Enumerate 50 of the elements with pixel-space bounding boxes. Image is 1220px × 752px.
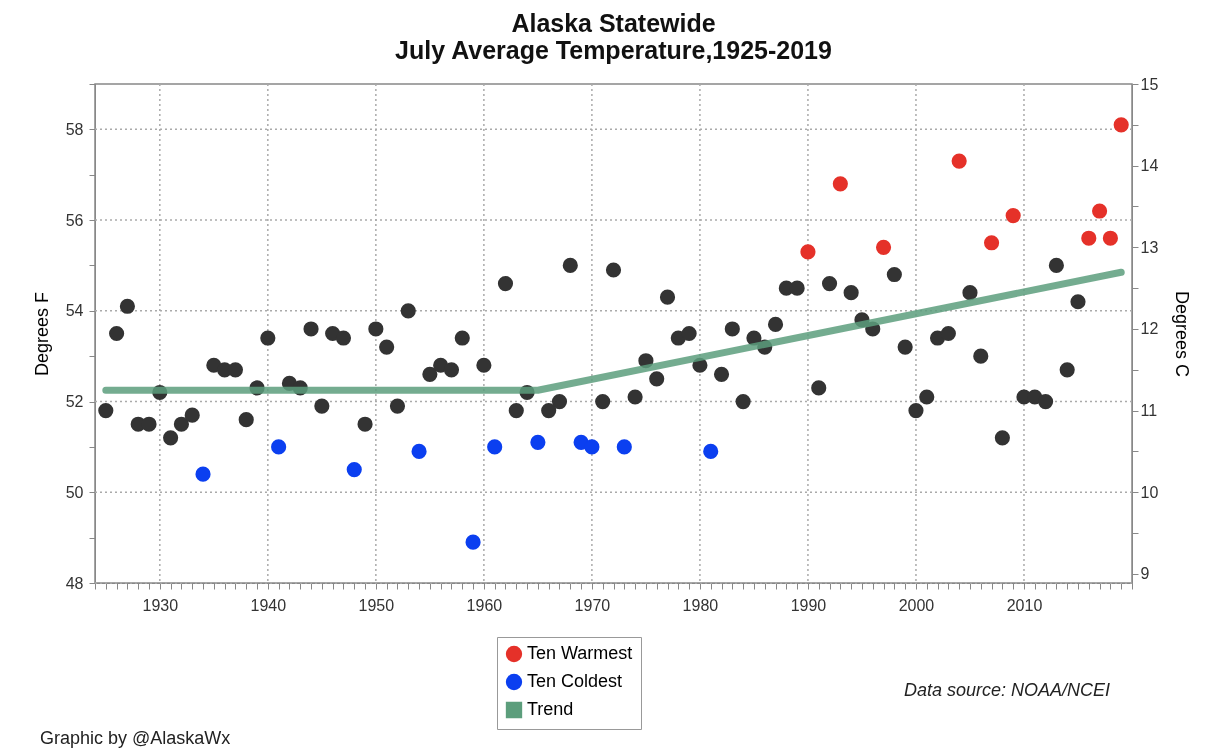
y-tick-label: 50 bbox=[65, 483, 84, 501]
point bbox=[832, 176, 848, 192]
point bbox=[616, 439, 632, 455]
y-tick-label: 52 bbox=[65, 393, 84, 411]
legend-label: Ten Coldest bbox=[527, 671, 623, 691]
point bbox=[530, 434, 546, 450]
legend-label: Ten Warmest bbox=[527, 643, 633, 663]
x-tick-label: 2010 bbox=[1006, 596, 1043, 614]
text: Graphic by @AlaskaWx bbox=[40, 728, 231, 749]
point bbox=[584, 439, 600, 455]
point bbox=[195, 466, 211, 482]
y-tick-label: 56 bbox=[65, 211, 84, 229]
x-tick-label: 1970 bbox=[574, 596, 611, 614]
y2-tick-label: 11 bbox=[1140, 402, 1158, 420]
x-tick-label: 2000 bbox=[898, 596, 935, 614]
source-note: Data source: NOAA/NCEI bbox=[903, 680, 1110, 701]
x-tick-label: 1960 bbox=[466, 596, 503, 614]
point bbox=[411, 443, 427, 460]
y2-tick-label: 14 bbox=[1140, 157, 1159, 175]
y2-tick-label: 13 bbox=[1140, 238, 1159, 256]
point bbox=[875, 239, 892, 255]
y2-tick-label: 15 bbox=[1140, 75, 1159, 93]
y2-tick-label: 12 bbox=[1140, 320, 1159, 338]
x-tick-label: 1950 bbox=[358, 596, 395, 614]
point bbox=[346, 462, 362, 478]
y-tick-label: 58 bbox=[65, 120, 84, 138]
point bbox=[800, 244, 816, 260]
point bbox=[465, 534, 481, 550]
chart-title: Alaska Statewide July Average Temperature,1925-2019 bbox=[395, 9, 832, 64]
point bbox=[1113, 117, 1129, 133]
point bbox=[271, 439, 287, 455]
point bbox=[951, 153, 967, 169]
point bbox=[1005, 207, 1021, 224]
point bbox=[1081, 230, 1097, 246]
point bbox=[703, 443, 719, 460]
point bbox=[1102, 230, 1118, 246]
point bbox=[983, 235, 1000, 251]
y-tick-label: 54 bbox=[65, 302, 84, 320]
point bbox=[1092, 203, 1108, 219]
legend-label: Trend bbox=[527, 699, 574, 719]
x-tick-label: 1930 bbox=[142, 596, 179, 614]
y-tick-label: 48 bbox=[65, 574, 84, 592]
y-axis-title: Degrees F bbox=[31, 291, 52, 377]
x-tick-label: 1940 bbox=[250, 596, 287, 614]
y2-tick-label: 10 bbox=[1140, 483, 1159, 501]
x-tick-label: 1990 bbox=[790, 596, 827, 614]
y2-axis-title: Degrees C bbox=[1172, 290, 1193, 378]
x-tick-label: 1980 bbox=[682, 596, 719, 614]
point bbox=[487, 439, 503, 455]
y2-tick-label: 9 bbox=[1140, 565, 1150, 583]
